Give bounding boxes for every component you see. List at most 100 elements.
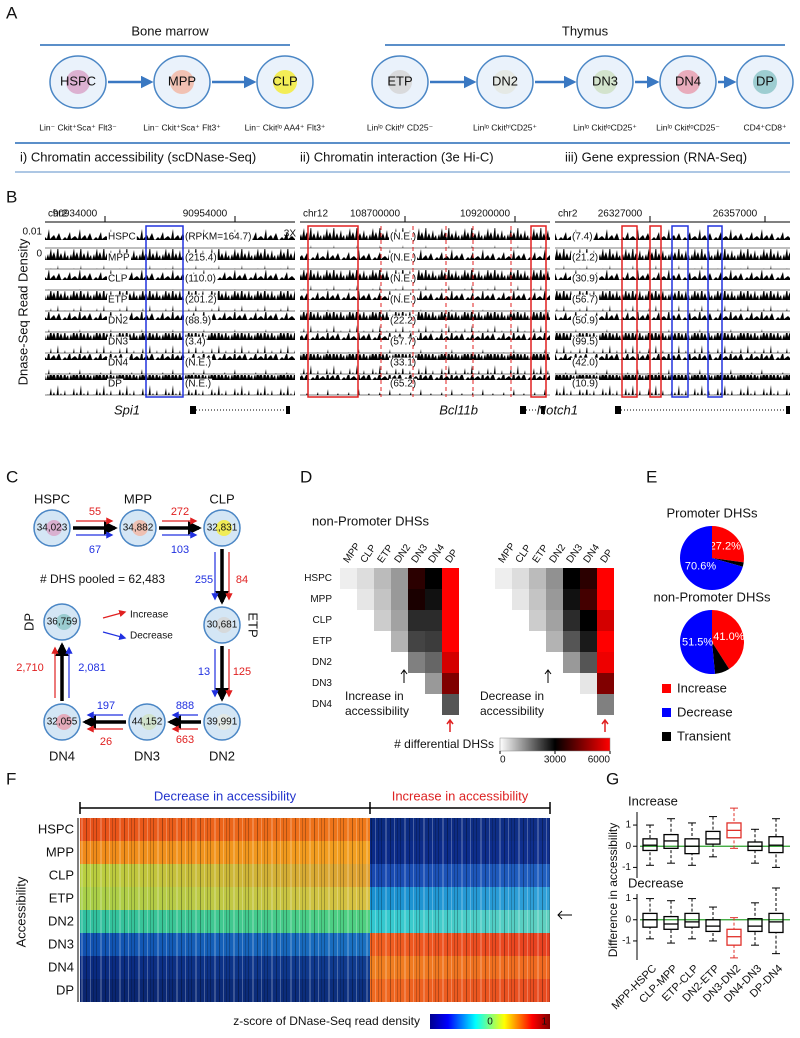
pie-slice — [679, 610, 716, 674]
change-count: 197 — [97, 700, 115, 712]
track — [300, 375, 550, 395]
cell-name: MPP — [168, 73, 196, 88]
method: i) Chromatin accessibility (scDNase-Seq) — [20, 149, 256, 164]
gene-exon — [286, 406, 290, 414]
heatmap-cell — [580, 652, 597, 673]
heatmap-texture — [80, 887, 370, 910]
axis-label: Difference in accessibility — [606, 823, 620, 958]
colorbar-tick-label: 1 — [541, 1017, 547, 1028]
heatmap-cell — [442, 652, 459, 673]
cell-name: DN4 — [675, 73, 701, 88]
y-tick-label: 0 — [625, 914, 631, 925]
heatmap-texture — [370, 956, 550, 979]
cell-name: DP — [756, 73, 774, 88]
legend-label: Decrease — [130, 631, 173, 642]
row-label: CLP — [313, 615, 333, 626]
legend-label: Increase — [130, 610, 169, 621]
change-count: 255 — [195, 574, 213, 586]
track-name: DP — [108, 379, 122, 390]
gene-name: Spi1 — [114, 402, 140, 417]
row-label: DN4 — [312, 699, 332, 710]
axis-label: Accessibility — [13, 876, 28, 947]
heatmap-cell — [374, 610, 391, 631]
panel-label: E — [646, 467, 657, 486]
highlight-box — [621, 225, 638, 398]
heatmap-cell — [563, 568, 580, 589]
heatmap-texture — [80, 979, 370, 1002]
label-bg — [184, 336, 207, 348]
heatmap-cell — [597, 568, 614, 589]
heatmap-cell — [408, 631, 425, 652]
nucleus — [273, 70, 297, 94]
gene-exon — [786, 406, 790, 414]
heatmap-cell — [425, 568, 442, 589]
legend-arrow — [102, 610, 127, 619]
node-name: DP — [21, 613, 36, 631]
panel-label: D — [300, 467, 312, 486]
label-bg — [389, 315, 418, 327]
heatmap-cell — [546, 631, 563, 652]
track-value: (33.1) — [390, 358, 416, 369]
heatmap-cell — [580, 589, 597, 610]
heatmap-cell — [357, 568, 374, 589]
legend-swatch — [662, 732, 671, 741]
heatmap-cell — [391, 610, 408, 631]
change-count: 103 — [171, 544, 189, 556]
label-bg — [107, 357, 130, 369]
heatmap-cell — [391, 589, 408, 610]
change-count: 125 — [233, 666, 251, 678]
panel-label: G — [606, 769, 619, 788]
node-core — [56, 614, 72, 630]
row-label: DN3 — [48, 936, 74, 951]
node-core — [216, 520, 232, 536]
coordinate: 26327000 — [598, 209, 643, 220]
track-name: DN3 — [108, 337, 128, 348]
heatmap-cell — [580, 568, 597, 589]
node-core — [46, 520, 62, 536]
heatmap-cell — [425, 631, 442, 652]
track-value: (215.4) — [185, 253, 217, 264]
legend-label: Increase — [677, 680, 727, 695]
label-bg — [571, 315, 600, 327]
heatmap-cell — [580, 673, 597, 694]
cell-markers: Linˡᵒ CkitʰⁱCD25⁺ — [473, 122, 537, 132]
heatmap-cell — [391, 568, 408, 589]
method: iii) Gene expression (RNA-Seq) — [565, 149, 747, 164]
label-bg — [571, 252, 600, 264]
pie-slice — [712, 558, 744, 567]
heatmap-cell — [442, 589, 459, 610]
heatmap-texture — [370, 841, 550, 864]
gene-exon — [190, 406, 196, 414]
row-label: HSPC — [38, 821, 74, 836]
heatmap-cell — [374, 589, 391, 610]
cell-markers: Linˡᵒ Ckitʰⁱ CD25⁻ — [367, 122, 434, 132]
pie-label: 51.5% — [682, 637, 713, 649]
highlight-box — [530, 225, 547, 398]
heatmap-cell — [563, 631, 580, 652]
node-name: DN3 — [134, 748, 160, 763]
scale-label: 0.01 — [23, 227, 43, 238]
label-bg — [571, 336, 600, 348]
track — [300, 249, 550, 269]
legend-label: Decrease — [677, 704, 733, 719]
pie-title: Promoter DHSs — [666, 505, 758, 520]
node-count: 39,991 — [207, 717, 238, 728]
legend-swatch — [662, 708, 671, 717]
node-core — [141, 714, 157, 730]
heatmap-cell — [597, 673, 614, 694]
node-count: 32,055 — [47, 717, 78, 728]
caption: Decrease in — [480, 689, 544, 703]
change-count: 272 — [171, 506, 189, 518]
box — [747, 918, 763, 933]
label-bg — [184, 357, 213, 369]
track-value: (99.5) — [572, 337, 598, 348]
heatmap-cell — [546, 589, 563, 610]
track-value: (21.2) — [572, 253, 598, 264]
track — [45, 291, 295, 311]
heatmap-cell — [597, 694, 614, 715]
heatmap-cell — [425, 652, 442, 673]
cell-name: ETP — [387, 73, 412, 88]
track-value: (N.E.) — [390, 232, 416, 243]
colorbar — [499, 737, 611, 752]
row-label: HSPC — [304, 573, 332, 584]
